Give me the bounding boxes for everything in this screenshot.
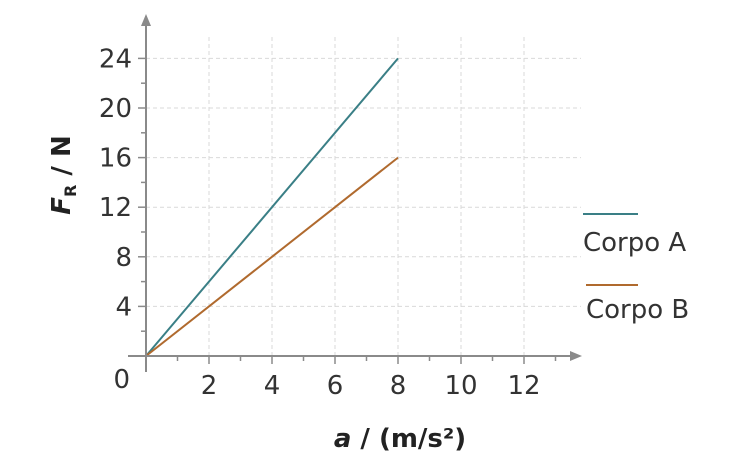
y-axis-symbol: F (47, 197, 77, 215)
y-axis-title: FR / N (47, 135, 80, 214)
legend-label-corpo-b: Corpo B (586, 295, 689, 325)
x-tick-label: 4 (264, 371, 281, 401)
origin-label: 0 (113, 365, 130, 395)
x-tick-label: 2 (201, 371, 218, 401)
y-tick-label: 16 (99, 144, 132, 174)
x-tick-label: 8 (390, 371, 407, 401)
x-axis-arrow-icon (570, 351, 582, 361)
y-axis-subscript: R (61, 185, 80, 197)
series-line-corpo-b (145, 156, 399, 357)
legend-label-corpo-a: Corpo A (583, 228, 686, 258)
y-tick-label: 4 (115, 292, 132, 322)
x-tick-label: 6 (327, 371, 344, 401)
series-line-corpo-a (145, 57, 399, 357)
y-axis-unit: / N (47, 135, 77, 184)
axes (128, 14, 582, 372)
x-axis-unit: / (m/s²) (351, 424, 466, 454)
y-axis-arrow-icon (141, 14, 151, 26)
x-axis-title: a / (m/s²) (334, 424, 466, 454)
x-tick-label: 10 (444, 371, 477, 401)
ticks (138, 57, 557, 364)
x-tick-label: 12 (507, 371, 540, 401)
y-tick-label: 24 (99, 44, 132, 74)
legend: Corpo A Corpo B (583, 213, 689, 325)
y-tick-label: 20 (99, 94, 132, 124)
grid (146, 36, 581, 356)
y-tick-label: 12 (99, 193, 132, 223)
y-tick-label: 8 (115, 243, 132, 273)
series-lines (145, 57, 399, 357)
x-axis-symbol: a (334, 424, 352, 454)
